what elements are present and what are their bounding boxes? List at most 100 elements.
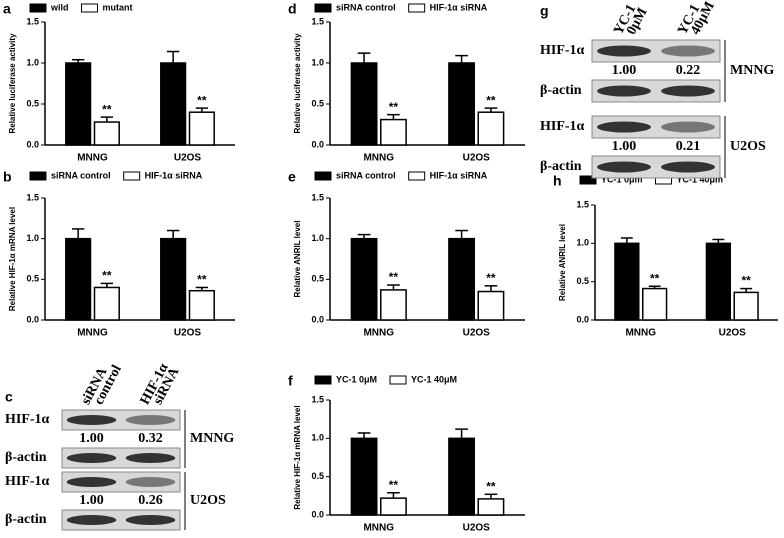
legend-label: siRNA control — [51, 170, 111, 180]
panel-letter: g — [540, 3, 549, 19]
legend-swatch — [81, 3, 98, 13]
bar — [380, 118, 407, 146]
band-value: 1.00 — [612, 63, 637, 78]
significance: ** — [102, 269, 112, 283]
blot-band — [597, 161, 651, 173]
significance: ** — [102, 102, 112, 116]
x-tick-label: U2OS — [719, 328, 747, 339]
significance: ** — [389, 270, 399, 284]
legend-swatch — [29, 171, 47, 181]
y-axis-label: Relative luciferase activity — [8, 33, 17, 134]
x-tick-label: MNNG — [363, 328, 394, 339]
bar — [65, 62, 92, 146]
bar — [448, 237, 475, 321]
blot-band — [661, 45, 715, 57]
bar — [188, 111, 215, 146]
blot-band — [597, 85, 651, 97]
band-value: 0.26 — [138, 493, 163, 508]
y-tick-label: 1.5 — [26, 192, 39, 202]
legend-label: HIF-1α siRNA — [430, 2, 488, 12]
significance: ** — [486, 93, 496, 107]
x-tick-label: MNNG — [363, 523, 394, 534]
y-tick-label: 0.5 — [311, 274, 324, 284]
row-label: HIF-1α — [540, 43, 585, 58]
band-value: 1.00 — [612, 139, 637, 154]
y-axis-label: Relative luciferase activity — [293, 33, 302, 134]
group-label: MNNG — [190, 431, 234, 446]
bar — [160, 62, 187, 146]
legend-label: YC-1 40μm — [677, 174, 724, 184]
row-label: β-actin — [5, 512, 47, 527]
significance: ** — [650, 271, 660, 285]
legend-label: HIF-1α siRNA — [145, 170, 203, 180]
y-tick-label: 1.0 — [311, 433, 324, 443]
y-tick-label: 0.5 — [576, 276, 589, 286]
group-label: MNNG — [730, 63, 774, 78]
y-tick-label: 1.0 — [576, 238, 589, 248]
row-label: HIF-1α — [5, 474, 50, 489]
legend-swatch — [314, 171, 332, 181]
significance: ** — [389, 100, 399, 114]
bar — [733, 291, 759, 321]
blot-band — [66, 477, 117, 487]
x-tick-label: U2OS — [463, 328, 491, 339]
bar — [448, 62, 475, 146]
legend-label: mutant — [103, 2, 133, 12]
bar — [477, 498, 505, 516]
bar — [614, 242, 640, 321]
y-tick-label: 1.5 — [26, 16, 39, 26]
bar — [93, 286, 120, 321]
row-label: HIF-1α — [5, 412, 50, 427]
x-tick-label: MNNG — [77, 328, 108, 339]
band-value: 1.00 — [79, 493, 104, 508]
y-tick-label: 1.0 — [311, 57, 324, 67]
panel-letter: h — [553, 173, 562, 189]
legend-label: YC-1 0μm — [601, 174, 643, 184]
y-tick-label: 0.0 — [311, 314, 324, 324]
x-tick-label: U2OS — [463, 153, 491, 164]
blot-band — [661, 85, 715, 97]
legend-swatch — [389, 375, 407, 385]
x-tick-label: MNNG — [363, 153, 394, 164]
legend-label: YC-1 40μM — [411, 374, 457, 384]
legend-label: wild — [50, 2, 69, 12]
band-value: 0.22 — [676, 63, 701, 78]
significance: ** — [197, 273, 207, 287]
group-label: U2OS — [190, 493, 226, 508]
legend-swatch — [314, 375, 332, 385]
blot-band — [597, 121, 651, 133]
bar — [350, 237, 378, 321]
blot-band — [66, 453, 117, 463]
x-tick-label: U2OS — [174, 153, 202, 164]
row-label: β-actin — [540, 83, 582, 98]
legend-label: siRNA control — [336, 2, 396, 12]
bar — [380, 497, 407, 516]
bar — [93, 121, 120, 146]
panel-letter: c — [5, 389, 13, 405]
blot-band — [661, 161, 715, 173]
panel-letter: b — [3, 169, 12, 185]
significance: ** — [486, 479, 496, 493]
legend-swatch — [408, 3, 426, 13]
blot-band — [125, 515, 176, 525]
panel-letter: f — [288, 373, 293, 389]
legend-label: siRNA control — [336, 170, 396, 180]
group-label: U2OS — [730, 139, 766, 154]
blot-band — [125, 453, 176, 463]
y-tick-label: 1.0 — [26, 233, 39, 243]
row-label: β-actin — [5, 450, 47, 465]
band-value: 1.00 — [79, 431, 104, 446]
y-tick-label: 0.5 — [311, 471, 324, 481]
y-axis-label: Relative ANRIL level — [558, 224, 567, 301]
y-tick-label: 1.5 — [311, 16, 324, 26]
bar — [350, 62, 378, 146]
legend-label: YC-1 0μM — [336, 374, 377, 384]
y-tick-label: 1.5 — [311, 394, 324, 404]
band-value: 0.32 — [138, 431, 163, 446]
bar — [448, 437, 475, 516]
y-tick-label: 0.0 — [311, 509, 324, 519]
y-axis-label: Relative HIF-1α mRNA level — [293, 405, 302, 509]
panel-letter: a — [3, 1, 11, 17]
bar — [380, 289, 407, 321]
blot-band — [125, 415, 176, 425]
